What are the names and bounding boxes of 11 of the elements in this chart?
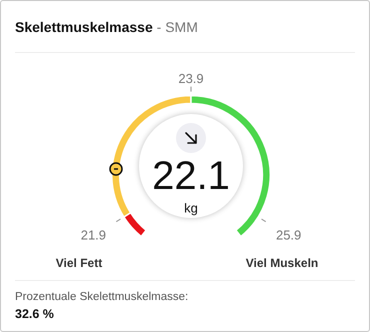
text: Prozentuale Skelettmuskelmasse: [15,291,188,303]
text: 32.6 % [15,307,54,321]
chart-subtitle: - SMM [156,19,198,35]
text: Viel Fett [56,256,102,270]
text: 21.9 [80,228,106,243]
text: 25.9 [276,228,302,243]
text: Viel Muskeln [246,256,318,270]
text: 22.1 [152,154,230,198]
text: 23.9 [178,71,204,86]
chart-title: Skelettmuskelmasse [15,19,153,35]
text: kg [184,200,198,216]
